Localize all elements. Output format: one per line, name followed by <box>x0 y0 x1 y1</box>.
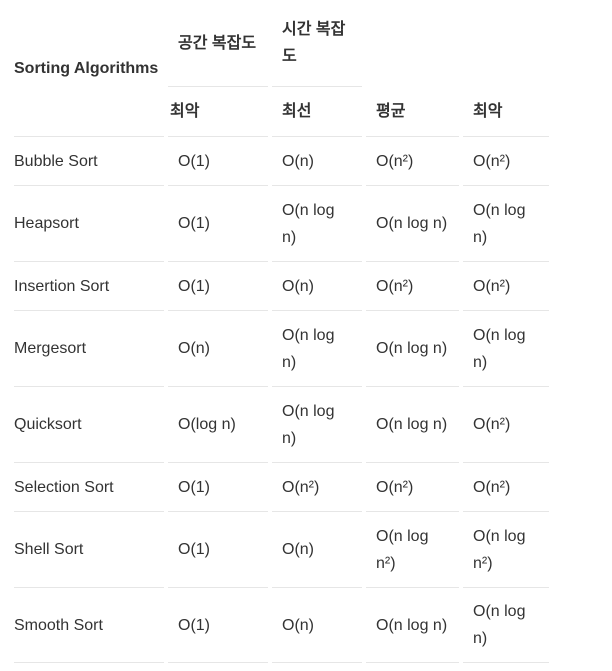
complexity-cell: O(1) <box>168 186 268 262</box>
complexity-cell: O(n) <box>272 137 362 186</box>
table-row: Shell Sort O(1) O(n) O(n log n²) O(n log n²) <box>14 512 549 588</box>
complexity-cell: O(log n) <box>168 387 268 463</box>
complexity-cell: O(n log n) <box>366 186 459 262</box>
complexity-cell: O(n) <box>168 311 268 387</box>
header-cell: 공간 복잡도 <box>168 0 268 87</box>
complexity-cell: O(1) <box>168 512 268 588</box>
subheader-cell: 최악 <box>168 87 268 137</box>
algorithm-name: Mergesort <box>14 311 164 387</box>
complexity-cell: O(1) <box>168 588 268 663</box>
algorithm-name: Insertion Sort <box>14 262 164 311</box>
table-row: Mergesort O(n) O(n log n) O(n log n) O(n log… <box>14 311 549 387</box>
complexity-cell: O(n log n²) <box>366 512 459 588</box>
complexity-cell: O(n log n) <box>366 311 459 387</box>
algorithm-name: Shell Sort <box>14 512 164 588</box>
complexity-cell: O(n²) <box>366 262 459 311</box>
algorithm-name: Heapsort <box>14 186 164 262</box>
subheader-cell: 최악 <box>463 87 549 137</box>
complexity-cell: O(n log n) <box>366 588 459 663</box>
algorithm-name: Smooth Sort <box>14 588 164 663</box>
complexity-cell: O(n) <box>272 588 362 663</box>
complexity-cell: O(1) <box>168 262 268 311</box>
complexity-cell: O(n²) <box>463 262 549 311</box>
complexity-cell: O(n log n) <box>272 387 362 463</box>
complexity-cell: O(n log n) <box>272 311 362 387</box>
complexity-cell: O(1) <box>168 463 268 512</box>
complexity-cell: O(n²) <box>463 463 549 512</box>
complexity-cell: O(n) <box>272 512 362 588</box>
table-row: Selection Sort O(1) O(n²) O(n²) O(n²) <box>14 463 549 512</box>
header-cell: Sorting Algorithms <box>14 0 164 137</box>
complexity-cell: O(n²) <box>272 463 362 512</box>
algorithm-name: Selection Sort <box>14 463 164 512</box>
complexity-cell: O(n log n) <box>272 186 362 262</box>
complexity-cell: O(n) <box>272 262 362 311</box>
complexity-cell: O(n log n) <box>463 186 549 262</box>
table-body: Bubble Sort O(1) O(n) O(n²) O(n²) Heapsort O(1… <box>14 137 549 663</box>
header-cell <box>463 0 549 87</box>
complexity-cell: O(n²) <box>463 137 549 186</box>
complexity-cell: O(n log n) <box>366 387 459 463</box>
complexity-cell: O(n log n) <box>463 311 549 387</box>
algorithm-name: Quicksort <box>14 387 164 463</box>
complexity-cell: O(1) <box>168 137 268 186</box>
complexity-cell: O(n²) <box>366 137 459 186</box>
complexity-cell: O(n log n) <box>463 588 549 663</box>
complexity-cell: O(n²) <box>366 463 459 512</box>
complexity-cell: O(n log n²) <box>463 512 549 588</box>
table-row: Bubble Sort O(1) O(n) O(n²) O(n²) <box>14 137 549 186</box>
table-row: Heapsort O(1) O(n log n) O(n log n) O(n log … <box>14 186 549 262</box>
complexity-cell: O(n²) <box>463 387 549 463</box>
sorting-table: Sorting Algorithms 공간 복잡도 시간 복잡도 최악 최선 평… <box>10 0 553 663</box>
subheader-cell: 최선 <box>272 87 362 137</box>
table-row: Quicksort O(log n) O(n log n) O(n log n) O(n… <box>14 387 549 463</box>
header-row: Sorting Algorithms 공간 복잡도 시간 복잡도 <box>14 0 549 137</box>
subheader-row: 최악 최선 평균 최악 <box>14 87 549 137</box>
header-cell: 시간 복잡도 <box>272 0 362 87</box>
header-cell <box>366 0 459 87</box>
subheader-cell: 평균 <box>366 87 459 137</box>
algorithm-name: Bubble Sort <box>14 137 164 186</box>
table-row: Smooth Sort O(1) O(n) O(n log n) O(n log n) <box>14 588 549 663</box>
table-row: Insertion Sort O(1) O(n) O(n²) O(n²) <box>14 262 549 311</box>
